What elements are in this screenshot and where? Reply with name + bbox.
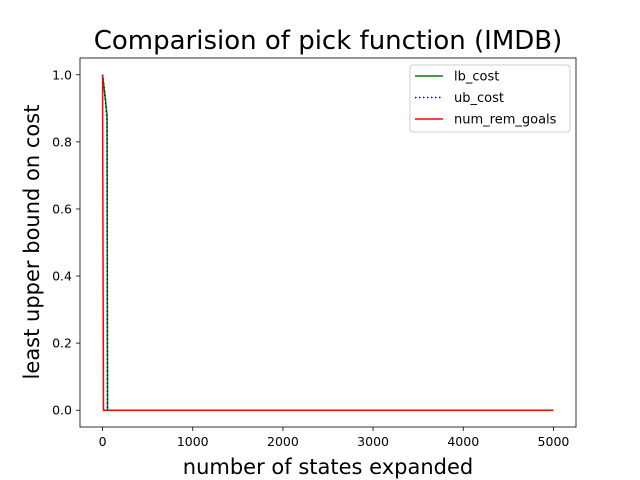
y-axis-label: least upper bound on cost [20, 105, 44, 380]
series-line-num-rem-goals [101, 74, 554, 411]
y-tick-label: 0.2 [52, 336, 72, 351]
y-tick-label: 0.0 [52, 403, 72, 418]
y-tick-label: 0.8 [52, 134, 72, 149]
y-tick-label: 0.4 [52, 269, 72, 284]
x-tick-label: 3000 [357, 434, 389, 449]
x-tick-label: 5000 [538, 434, 570, 449]
x-axis-label: number of states expanded [183, 455, 473, 479]
y-tick-label: 0.6 [52, 201, 72, 216]
y-tick-label: 1.0 [52, 67, 72, 82]
x-tick-label: 1000 [177, 434, 209, 449]
axes: 0 1000 2000 3000 4000 5000 0.0 0.2 0.4 0.6 0.8 1.0 [52, 57, 577, 449]
x-tick-label: 4000 [447, 434, 479, 449]
legend-label-lb-cost: lb_cost [454, 70, 499, 85]
x-tick-label: 2000 [267, 434, 299, 449]
legend-box [409, 64, 571, 133]
series-group [101, 74, 554, 411]
legend: lb_cost ub_cost num_rem_goals [409, 64, 571, 133]
chart-title: Comparision of pick function (IMDB) [94, 26, 563, 56]
legend-label-ub-cost: ub_cost [454, 91, 504, 106]
axes-frame [79, 57, 577, 428]
x-tick-label: 0 [99, 434, 107, 449]
legend-label-num-rem-goals: num_rem_goals [454, 113, 557, 128]
